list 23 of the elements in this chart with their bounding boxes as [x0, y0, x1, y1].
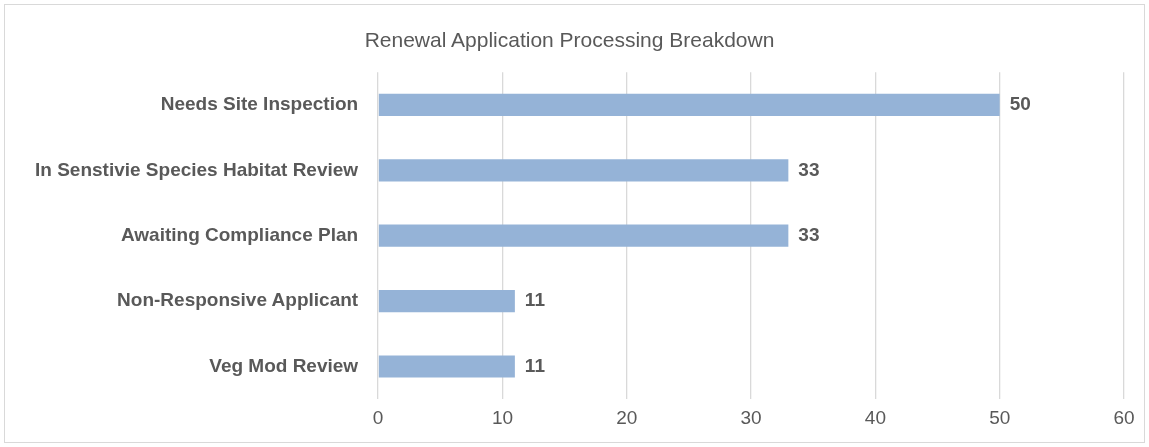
data-label: 50 [1009, 93, 1031, 115]
bar [378, 224, 789, 247]
data-label: 11 [524, 354, 546, 376]
data-label: 11 [524, 289, 546, 311]
y-tick-label: In Senstivie Species Habitat Review [34, 158, 359, 180]
x-tick-label: 10 [491, 406, 514, 428]
x-tick-label: 40 [864, 406, 886, 428]
data-label: 33 [798, 158, 820, 180]
y-tick-label: Veg Mod Review [209, 354, 359, 376]
y-tick-label: Needs Site Inspection [160, 93, 359, 115]
x-tick-label: 60 [1113, 406, 1135, 428]
x-tick-label: 30 [740, 406, 762, 428]
bar [378, 93, 1000, 117]
data-label: 33 [798, 223, 820, 245]
bar [378, 355, 515, 378]
y-tick-label: Awaiting Compliance Plan [120, 223, 359, 245]
y-tick-label: Non-Responsive Applicant [117, 289, 359, 311]
x-tick-label: 20 [616, 406, 638, 428]
bar [378, 289, 515, 313]
chart-title: Renewal Application Processing Breakdown [364, 28, 775, 52]
x-tick-label: 0 [372, 406, 384, 428]
bar [378, 159, 789, 182]
x-tick-label: 50 [989, 406, 1011, 428]
